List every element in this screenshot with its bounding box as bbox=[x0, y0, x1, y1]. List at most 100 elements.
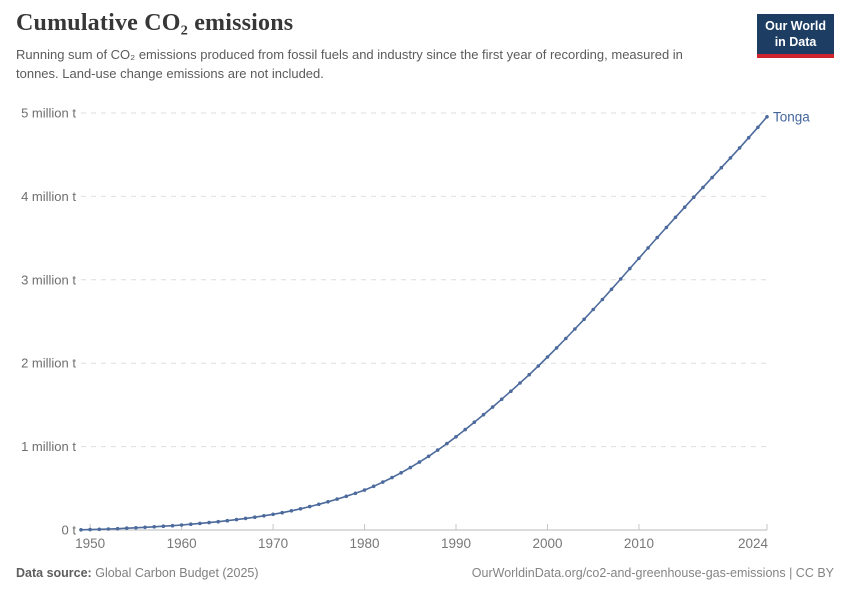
data-point[interactable] bbox=[490, 405, 495, 409]
data-point[interactable] bbox=[134, 526, 138, 530]
data-point[interactable] bbox=[143, 525, 147, 530]
x-axis-label: 1950 bbox=[75, 536, 105, 551]
data-point[interactable] bbox=[97, 527, 102, 532]
chart-footer: Data source: Global Carbon Budget (2025)… bbox=[16, 566, 834, 580]
data-point[interactable] bbox=[600, 297, 605, 302]
data-point[interactable] bbox=[371, 484, 376, 489]
owid-logo-line1: Our World bbox=[765, 19, 826, 33]
tonga-series-line[interactable] bbox=[80, 116, 768, 531]
data-point[interactable] bbox=[692, 195, 696, 199]
data-point[interactable] bbox=[426, 454, 431, 459]
data-point[interactable] bbox=[298, 507, 303, 511]
data-source: Data source: Global Carbon Budget (2025) bbox=[16, 566, 259, 580]
owid-logo-line2: in Data bbox=[774, 35, 817, 50]
data-point[interactable] bbox=[682, 205, 687, 209]
y-axis-label: 1 million t bbox=[21, 439, 76, 454]
data-point[interactable] bbox=[280, 510, 285, 515]
data-point[interactable] bbox=[445, 441, 449, 446]
x-axis-label: 1990 bbox=[441, 536, 471, 551]
data-point[interactable] bbox=[628, 266, 632, 271]
data-point[interactable] bbox=[152, 525, 156, 529]
x-axis-label: 1980 bbox=[350, 536, 380, 551]
data-point[interactable] bbox=[189, 522, 193, 526]
footer-link[interactable]: OurWorldinData.org/co2-and-greenhouse-ga… bbox=[471, 566, 834, 580]
y-axis-label: 3 million t bbox=[21, 272, 76, 287]
data-point[interactable] bbox=[417, 460, 422, 464]
series-label-tonga[interactable]: Tonga bbox=[773, 109, 810, 124]
data-point[interactable] bbox=[326, 500, 330, 504]
data-point[interactable] bbox=[573, 327, 577, 331]
data-point[interactable] bbox=[381, 480, 385, 484]
data-point[interactable] bbox=[664, 225, 669, 230]
data-point[interactable] bbox=[564, 336, 568, 341]
data-source-value: Global Carbon Budget (2025) bbox=[95, 566, 259, 580]
data-point[interactable] bbox=[289, 509, 294, 513]
data-point[interactable] bbox=[362, 488, 367, 492]
data-point[interactable] bbox=[609, 287, 614, 292]
data-point[interactable] bbox=[527, 372, 531, 377]
data-point[interactable] bbox=[518, 381, 522, 385]
data-point[interactable] bbox=[317, 502, 321, 507]
data-point[interactable] bbox=[234, 517, 239, 522]
data-point[interactable] bbox=[161, 524, 166, 528]
data-point[interactable] bbox=[243, 516, 248, 521]
data-point[interactable] bbox=[399, 471, 403, 475]
data-point[interactable] bbox=[435, 448, 440, 452]
data-point[interactable] bbox=[673, 215, 678, 220]
data-point[interactable] bbox=[582, 317, 586, 322]
data-point[interactable] bbox=[225, 518, 230, 523]
data-point[interactable] bbox=[746, 135, 751, 140]
data-point[interactable] bbox=[124, 526, 129, 530]
data-point[interactable] bbox=[646, 246, 650, 250]
data-point[interactable] bbox=[216, 519, 220, 524]
y-axis-label: 2 million t bbox=[21, 356, 76, 371]
data-point[interactable] bbox=[344, 494, 349, 499]
data-point[interactable] bbox=[545, 355, 550, 359]
data-point[interactable] bbox=[454, 435, 458, 439]
data-point[interactable] bbox=[765, 115, 769, 119]
data-point[interactable] bbox=[756, 125, 760, 130]
data-point[interactable] bbox=[509, 389, 513, 394]
x-axis-label: 1970 bbox=[258, 536, 288, 551]
data-point[interactable] bbox=[481, 412, 486, 417]
data-point[interactable] bbox=[353, 491, 358, 496]
data-point[interactable] bbox=[536, 364, 541, 368]
data-point[interactable] bbox=[499, 397, 504, 402]
data-point[interactable] bbox=[701, 185, 705, 190]
data-point[interactable] bbox=[198, 521, 202, 526]
data-point[interactable] bbox=[710, 175, 714, 180]
data-point[interactable] bbox=[719, 165, 724, 170]
data-point[interactable] bbox=[737, 146, 742, 150]
owid-logo[interactable]: Our World in Data bbox=[757, 14, 834, 58]
data-point[interactable] bbox=[728, 156, 733, 160]
data-point[interactable] bbox=[207, 520, 211, 525]
data-point[interactable] bbox=[408, 465, 413, 470]
data-point[interactable] bbox=[262, 514, 266, 518]
data-point[interactable] bbox=[637, 256, 641, 261]
y-axis-label: 4 million t bbox=[21, 189, 76, 204]
data-point[interactable] bbox=[390, 475, 394, 480]
data-point[interactable] bbox=[472, 420, 477, 425]
data-point[interactable] bbox=[88, 527, 92, 532]
y-axis-label: 5 million t bbox=[21, 106, 76, 121]
data-point[interactable] bbox=[79, 528, 83, 532]
data-point[interactable] bbox=[655, 235, 659, 240]
data-point[interactable] bbox=[591, 307, 595, 312]
page-title: Cumulative CO₂ emissions bbox=[16, 10, 294, 36]
x-axis-label: 2000 bbox=[532, 536, 562, 551]
data-point[interactable] bbox=[335, 497, 339, 501]
data-point[interactable] bbox=[463, 427, 468, 432]
chart-subtitle: Running sum of CO₂ emissions produced fr… bbox=[16, 47, 683, 81]
x-axis-label: 2010 bbox=[624, 536, 654, 551]
data-point[interactable] bbox=[271, 512, 275, 517]
data-point[interactable] bbox=[170, 523, 175, 528]
data-point[interactable] bbox=[307, 504, 312, 509]
data-point[interactable] bbox=[618, 277, 623, 281]
x-axis-label: 2024 bbox=[738, 536, 769, 551]
data-point[interactable] bbox=[554, 346, 559, 350]
data-point[interactable] bbox=[179, 523, 184, 527]
data-point[interactable] bbox=[106, 527, 111, 531]
data-point[interactable] bbox=[115, 526, 120, 531]
data-point[interactable] bbox=[253, 515, 257, 519]
